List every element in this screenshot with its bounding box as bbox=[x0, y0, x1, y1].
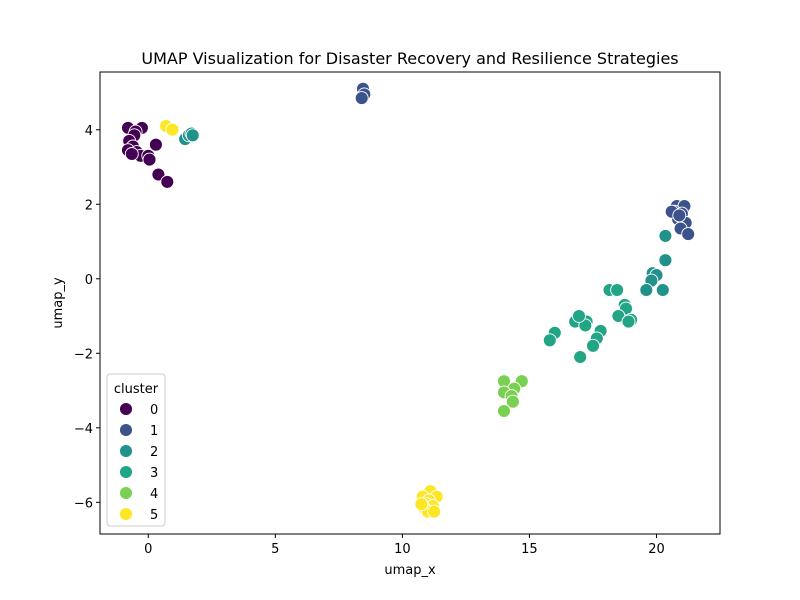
point-cluster-2 bbox=[655, 283, 670, 297]
legend-marker-3 bbox=[119, 465, 133, 479]
plot-frame bbox=[99, 71, 721, 535]
point-cluster-3 bbox=[573, 350, 588, 364]
point-cluster-3 bbox=[542, 333, 557, 348]
point-cluster-1 bbox=[672, 208, 687, 223]
legend: cluster 0 1 2 3 4 5 bbox=[106, 373, 166, 527]
points-layer bbox=[121, 81, 696, 519]
point-cluster-0 bbox=[151, 167, 166, 182]
point-cluster-2 bbox=[658, 253, 673, 268]
legend-label-2: 2 bbox=[150, 445, 158, 460]
x-tick-label: 0 bbox=[144, 542, 152, 557]
y-tick-label: −4 bbox=[74, 422, 93, 437]
y-tick-label: −2 bbox=[74, 347, 93, 362]
y-tick-label: 0 bbox=[85, 273, 93, 288]
x-tick-label: 20 bbox=[648, 542, 665, 557]
point-cluster-3 bbox=[572, 309, 586, 323]
y-axis-ticks: −6 −4 −2 0 2 4 bbox=[74, 124, 100, 511]
x-tick-label: 10 bbox=[394, 542, 411, 557]
legend-label-0: 0 bbox=[150, 403, 158, 418]
legend-label-1: 1 bbox=[150, 424, 158, 439]
legend-label-5: 5 bbox=[150, 508, 158, 523]
point-cluster-3 bbox=[621, 314, 636, 329]
legend-marker-4 bbox=[119, 486, 133, 500]
point-cluster-5 bbox=[427, 504, 442, 519]
point-cluster-2 bbox=[185, 128, 200, 143]
point-cluster-0 bbox=[160, 174, 175, 189]
legend-title: cluster bbox=[114, 382, 159, 397]
legend-marker-5 bbox=[119, 507, 133, 521]
x-axis-label: umap_x bbox=[384, 563, 436, 578]
legend-label-3: 3 bbox=[150, 466, 158, 481]
point-cluster-2 bbox=[639, 283, 654, 297]
y-tick-label: 4 bbox=[85, 124, 93, 139]
x-tick-label: 15 bbox=[521, 542, 538, 557]
point-cluster-0 bbox=[148, 137, 163, 152]
legend-marker-0 bbox=[119, 402, 133, 416]
legend-items: 0 1 2 3 4 5 bbox=[119, 402, 158, 523]
x-tick-label: 5 bbox=[271, 542, 279, 557]
point-cluster-5 bbox=[414, 497, 429, 512]
point-cluster-1 bbox=[681, 227, 696, 242]
point-cluster-0 bbox=[124, 147, 139, 161]
point-cluster-4 bbox=[505, 394, 520, 409]
point-cluster-2 bbox=[658, 228, 673, 243]
legend-label-4: 4 bbox=[150, 487, 158, 502]
y-axis-label: umap_y bbox=[51, 277, 66, 329]
point-cluster-3 bbox=[586, 338, 600, 353]
y-tick-label: −6 bbox=[74, 496, 93, 511]
point-cluster-0 bbox=[142, 152, 157, 167]
point-cluster-1 bbox=[354, 91, 369, 106]
legend-marker-2 bbox=[119, 444, 133, 458]
point-cluster-5 bbox=[165, 122, 180, 137]
x-axis-ticks: 0 5 10 15 20 bbox=[144, 534, 665, 557]
legend-marker-1 bbox=[119, 423, 133, 437]
chart-title: UMAP Visualization for Disaster Recovery… bbox=[141, 49, 678, 68]
point-cluster-3 bbox=[610, 283, 625, 297]
y-tick-label: 2 bbox=[85, 198, 93, 213]
point-cluster-4 bbox=[497, 404, 511, 418]
